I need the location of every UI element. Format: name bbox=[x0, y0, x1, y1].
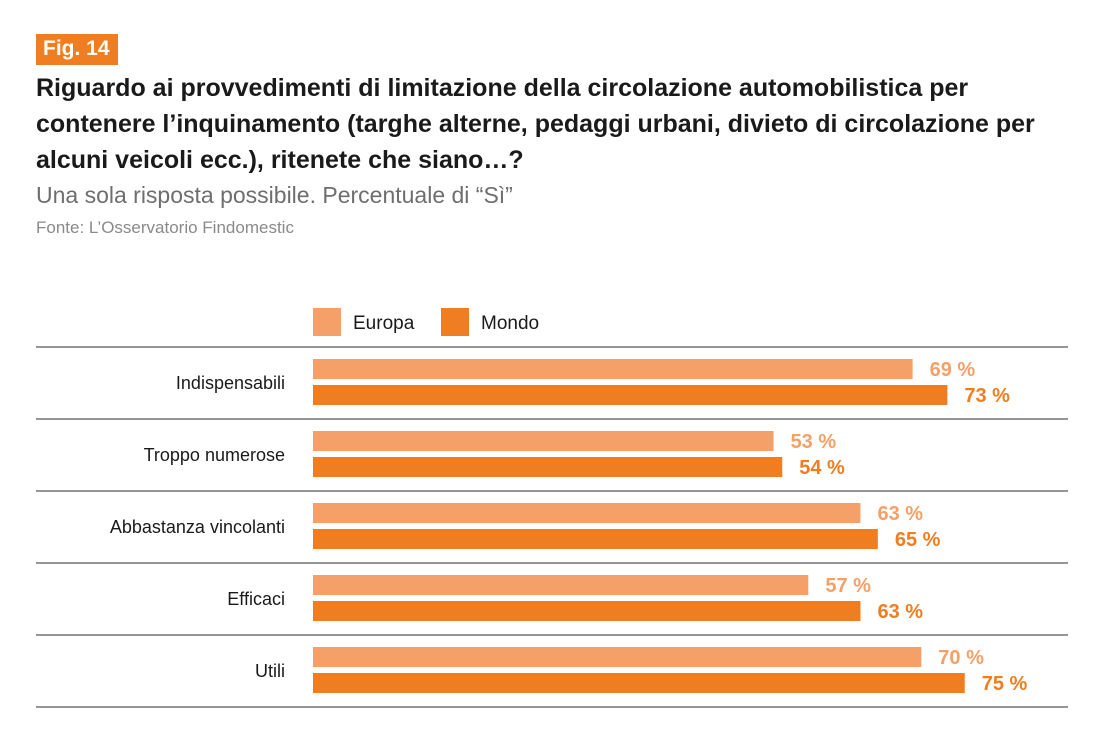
legend-label-europa: Europa bbox=[353, 313, 415, 334]
category-label: Abbastanza vincolanti bbox=[110, 517, 285, 537]
bar-europa bbox=[313, 575, 809, 595]
value-label-europa: 69 % bbox=[930, 359, 976, 381]
legend-label-mondo: Mondo bbox=[481, 313, 539, 334]
bar-mondo bbox=[313, 457, 783, 477]
chart-title: Riguardo ai provvedimenti di limitazione… bbox=[36, 74, 1035, 174]
value-label-mondo: 75 % bbox=[982, 673, 1028, 695]
bar-europa bbox=[313, 431, 774, 451]
legend-swatch-mondo bbox=[441, 308, 469, 336]
bar-europa bbox=[313, 647, 922, 667]
value-label-mondo: 63 % bbox=[877, 601, 923, 623]
bar-mondo bbox=[313, 385, 948, 405]
value-label-mondo: 73 % bbox=[964, 385, 1010, 407]
bar-mondo bbox=[313, 529, 878, 549]
value-label-mondo: 54 % bbox=[799, 457, 845, 479]
bar-europa bbox=[313, 503, 861, 523]
figure-tag: Fig. 14 bbox=[36, 34, 118, 65]
chart-source: Fonte: L’Osservatorio Findomestic bbox=[36, 218, 294, 237]
value-label-europa: 70 % bbox=[938, 647, 984, 669]
category-label: Efficaci bbox=[227, 589, 285, 609]
chart-subtitle: Una sola risposta possibile. Percentuale… bbox=[36, 182, 513, 208]
category-label: Indispensabili bbox=[176, 373, 285, 393]
bar-chart: Europa Mondo Indispensabili 69 % 73 % Troppo … bbox=[36, 308, 1068, 708]
legend-swatch-europa bbox=[313, 308, 341, 336]
value-label-europa: 63 % bbox=[877, 503, 923, 525]
value-label-europa: 53 % bbox=[791, 431, 837, 453]
value-label-mondo: 65 % bbox=[895, 529, 941, 551]
category-label: Utili bbox=[255, 661, 285, 681]
category-label: Troppo numerose bbox=[144, 445, 285, 465]
bar-mondo bbox=[313, 673, 965, 693]
bar-mondo bbox=[313, 601, 861, 621]
value-label-europa: 57 % bbox=[825, 575, 871, 597]
bar-europa bbox=[313, 359, 913, 379]
